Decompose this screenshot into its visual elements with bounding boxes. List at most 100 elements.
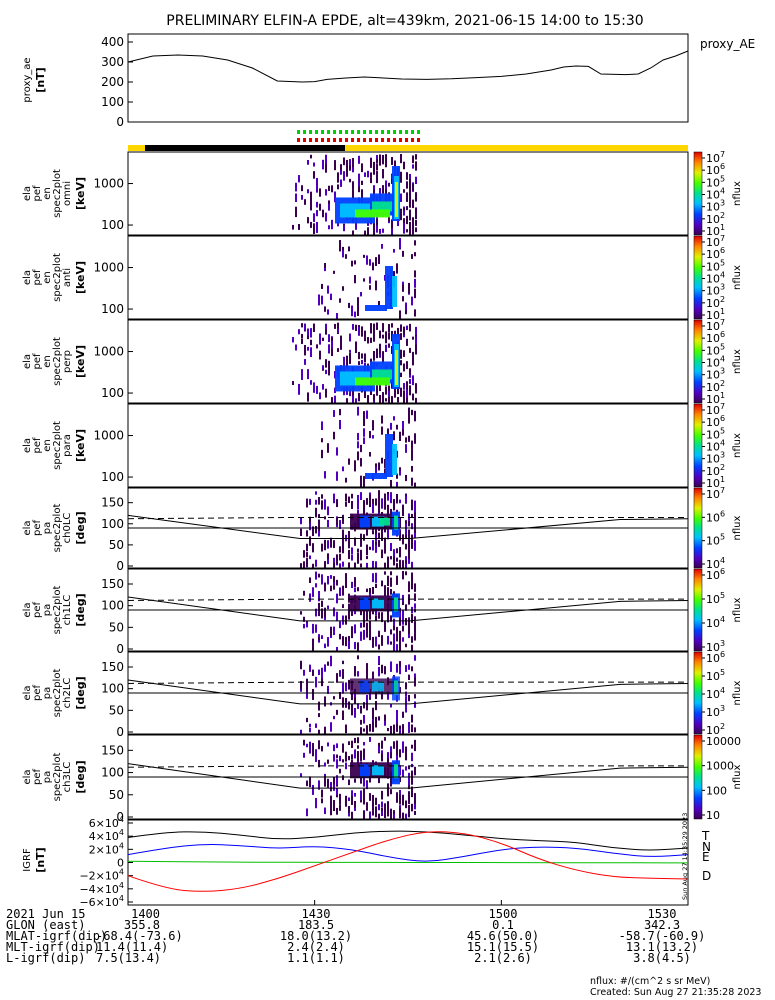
footer-value: 183.5 (297, 918, 335, 932)
ytick-label: 50 (109, 538, 124, 552)
cell (414, 240, 416, 246)
ylabel-line: ela (22, 438, 33, 453)
cell (339, 520, 341, 530)
cell (376, 322, 378, 327)
cell (322, 365, 324, 370)
igrf-tick-label: 4×104 (89, 828, 124, 843)
cell (378, 656, 380, 664)
cell (375, 280, 377, 291)
cell (378, 539, 380, 547)
ytick-label: 150 (101, 660, 124, 674)
cell (328, 200, 330, 205)
cell (375, 545, 377, 553)
colorbar-tick-label: 101 (706, 391, 725, 406)
science-zone-marker (345, 130, 348, 134)
cell (318, 519, 320, 525)
footer-value: 355.8 (123, 918, 160, 932)
cell (333, 557, 335, 563)
cell (325, 164, 327, 173)
cell (394, 160, 396, 171)
cell (300, 563, 302, 572)
cell (400, 333, 402, 340)
cell (333, 431, 335, 440)
cell (405, 474, 407, 482)
cell (375, 723, 377, 728)
cell (366, 725, 368, 734)
cell (315, 624, 317, 633)
cell (360, 475, 362, 487)
cell (372, 573, 374, 583)
cell (363, 741, 365, 746)
footer-value: 11.4(11.4) (96, 940, 169, 954)
cell (414, 766, 416, 776)
cell (327, 556, 329, 565)
cell (391, 396, 393, 402)
cell (385, 156, 387, 168)
cell (351, 493, 353, 499)
ae-tick-label: 0 (116, 115, 124, 129)
cell (360, 550, 362, 561)
figure-title: PRELIMINARY ELFIN-A EPDE, alt=439km, 202… (166, 13, 643, 29)
cell (414, 500, 416, 509)
cell (357, 552, 359, 559)
cell (315, 499, 317, 505)
ytick-label: 1000 (93, 429, 124, 443)
colorbar (693, 151, 703, 236)
cell (349, 159, 351, 166)
cell (339, 804, 341, 811)
cell (327, 661, 329, 666)
cell (354, 587, 356, 593)
cell (327, 553, 329, 560)
cell (331, 397, 333, 405)
science-zone-marker (405, 130, 408, 134)
cell (412, 375, 414, 385)
cell (351, 740, 353, 749)
ytick-label: 100 (101, 766, 124, 780)
cell (414, 540, 416, 551)
cell (387, 727, 389, 732)
cell (385, 331, 387, 341)
panel-ylabel: ela pef en spec2plot omni [keV] (22, 169, 87, 218)
cell (351, 260, 353, 267)
cell (360, 492, 362, 500)
cell (415, 386, 417, 394)
cell (415, 336, 417, 347)
cell (363, 788, 365, 797)
cell (408, 546, 410, 557)
cell (414, 655, 416, 661)
cell (354, 749, 356, 759)
colorbar-tick-label: 106 (706, 567, 725, 582)
cell (411, 582, 413, 590)
cell (403, 223, 405, 234)
igrf-legend-D: D (702, 869, 711, 883)
cell (312, 688, 314, 700)
cell (355, 220, 357, 230)
ae-frame (127, 33, 689, 123)
cell (330, 804, 332, 816)
cell (321, 543, 323, 552)
cell (358, 392, 360, 402)
cell (322, 159, 324, 170)
cell (303, 616, 305, 622)
cell (363, 629, 365, 637)
cell (349, 178, 351, 183)
cell (366, 694, 368, 706)
cell (345, 254, 347, 259)
cell (337, 348, 339, 352)
cell (349, 388, 351, 397)
science-zone-marker (363, 138, 366, 142)
footer-value: 0.1 (492, 918, 514, 932)
colorbar-tick-label: 103 (706, 283, 725, 298)
cell (390, 542, 392, 552)
cell (327, 605, 329, 610)
cell (384, 737, 386, 741)
cell (366, 610, 368, 620)
ylabel-line: IGRF (22, 848, 33, 872)
cell (351, 790, 353, 796)
cell (414, 270, 416, 278)
cell (306, 530, 308, 537)
colorbar-label: nflux (732, 349, 743, 374)
cell (355, 398, 357, 403)
cell (372, 503, 374, 513)
cell (369, 494, 371, 502)
